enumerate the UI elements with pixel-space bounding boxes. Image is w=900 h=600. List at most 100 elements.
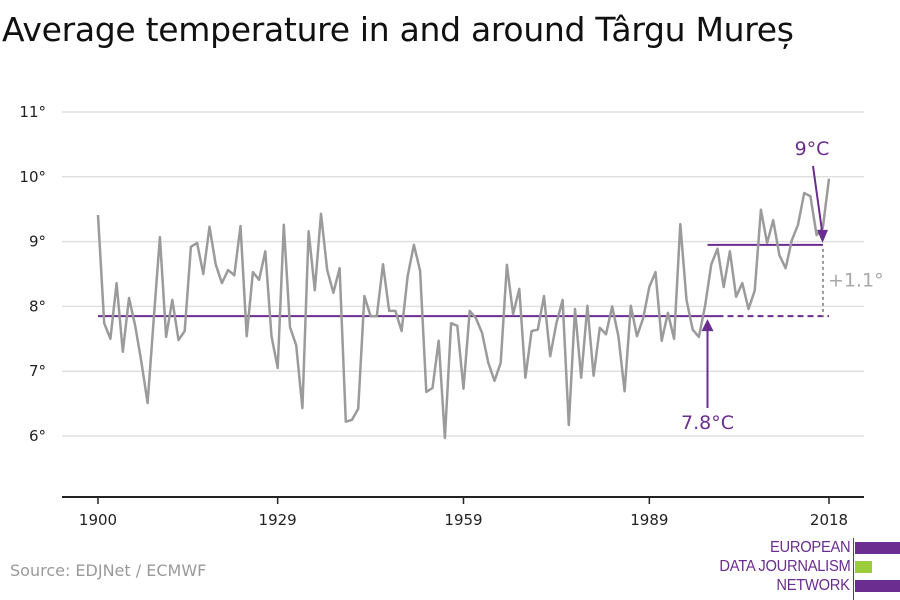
data-point — [357, 408, 359, 410]
data-point — [351, 419, 353, 421]
data-point — [233, 274, 235, 276]
data-point — [568, 424, 570, 426]
x-tick-label: 2018 — [810, 511, 848, 529]
logo-line-2: DATA JOURNALISM — [718, 558, 850, 575]
data-point — [747, 308, 749, 310]
logo-bar-purple-top — [855, 542, 900, 554]
data-point — [338, 267, 340, 269]
logo-bar-green — [855, 561, 872, 573]
data-point — [729, 250, 731, 252]
data-point — [617, 335, 619, 337]
y-axis-ticks: 6° 7° 8° 9° 10° 11° — [19, 103, 46, 445]
edjnet-logo: EUROPEAN DATA JOURNALISM NETWORK — [700, 538, 900, 600]
x-tick-label: 1900 — [79, 511, 117, 529]
data-point — [177, 339, 179, 341]
logo-bar-purple-bottom — [855, 580, 900, 592]
data-point — [661, 340, 663, 342]
logo-line-3: NETWORK — [776, 577, 851, 594]
data-point — [760, 209, 762, 211]
data-point — [499, 362, 501, 364]
recent-average-label: 9°C — [795, 138, 830, 160]
x-tick-label: 1929 — [259, 511, 297, 529]
data-point — [345, 421, 347, 423]
data-point — [456, 325, 458, 327]
data-point — [307, 230, 309, 232]
data-point — [276, 367, 278, 369]
data-point — [394, 310, 396, 312]
data-point — [524, 376, 526, 378]
data-point — [146, 402, 148, 404]
y-tick-label: 7° — [29, 362, 46, 380]
data-point — [295, 344, 297, 346]
data-point — [753, 290, 755, 292]
difference-label: +1.1° — [828, 269, 884, 291]
data-point — [264, 250, 266, 252]
data-point — [208, 225, 210, 227]
data-point — [543, 295, 545, 297]
data-point — [481, 332, 483, 334]
data-point — [122, 351, 124, 353]
data-point — [475, 317, 477, 319]
data-point — [778, 254, 780, 256]
data-point — [704, 305, 706, 307]
logo-line-1: EUROPEAN — [769, 539, 851, 556]
data-point — [630, 305, 632, 307]
data-point — [692, 329, 694, 331]
data-point — [115, 282, 117, 284]
data-point — [648, 286, 650, 288]
data-point — [580, 376, 582, 378]
data-point — [518, 288, 520, 290]
data-point — [797, 224, 799, 226]
data-point — [301, 407, 303, 409]
data-point — [636, 335, 638, 337]
data-point — [382, 263, 384, 265]
data-point — [679, 223, 681, 225]
data-point — [97, 214, 99, 216]
data-point — [716, 248, 718, 250]
data-point — [184, 330, 186, 332]
data-point — [784, 267, 786, 269]
data-point — [431, 387, 433, 389]
data-point — [376, 315, 378, 317]
data-point — [487, 362, 489, 364]
data-point — [667, 312, 669, 314]
data-point — [245, 335, 247, 337]
data-point — [239, 225, 241, 227]
data-point — [227, 269, 229, 271]
data-point — [766, 242, 768, 244]
data-point — [363, 295, 365, 297]
data-point — [159, 236, 161, 238]
data-point — [710, 263, 712, 265]
data-point — [815, 234, 817, 236]
data-point — [289, 326, 291, 328]
logo-divider — [853, 538, 854, 600]
x-tick-label: 1989 — [630, 511, 668, 529]
data-point — [828, 178, 830, 180]
y-tick-label: 9° — [29, 233, 46, 251]
line-chart: 6° 7° 8° 9° 10° 11° 1900 1929 1959 1989 2018 +1.1… — [19, 103, 884, 529]
data-point — [400, 330, 402, 332]
data-point — [772, 219, 774, 221]
data-point — [673, 338, 675, 340]
data-point — [165, 336, 167, 338]
data-point — [407, 275, 409, 277]
data-point — [450, 322, 452, 324]
data-point — [592, 375, 594, 377]
data-point — [512, 313, 514, 315]
data-point — [388, 310, 390, 312]
data-point — [202, 273, 204, 275]
data-point — [425, 391, 427, 393]
data-point — [134, 325, 136, 327]
data-point — [140, 361, 142, 363]
chart-title: Average temperature in and around Târgu … — [2, 10, 794, 49]
source-note: Source: EDJNet / ECMWF — [10, 561, 207, 580]
data-point — [555, 322, 557, 324]
series-group — [96, 178, 831, 440]
data-point — [413, 244, 415, 246]
data-point — [698, 336, 700, 338]
data-point — [438, 340, 440, 342]
recent-arrow-head — [817, 229, 828, 243]
data-point — [468, 310, 470, 312]
data-point — [574, 308, 576, 310]
data-point — [561, 299, 563, 301]
